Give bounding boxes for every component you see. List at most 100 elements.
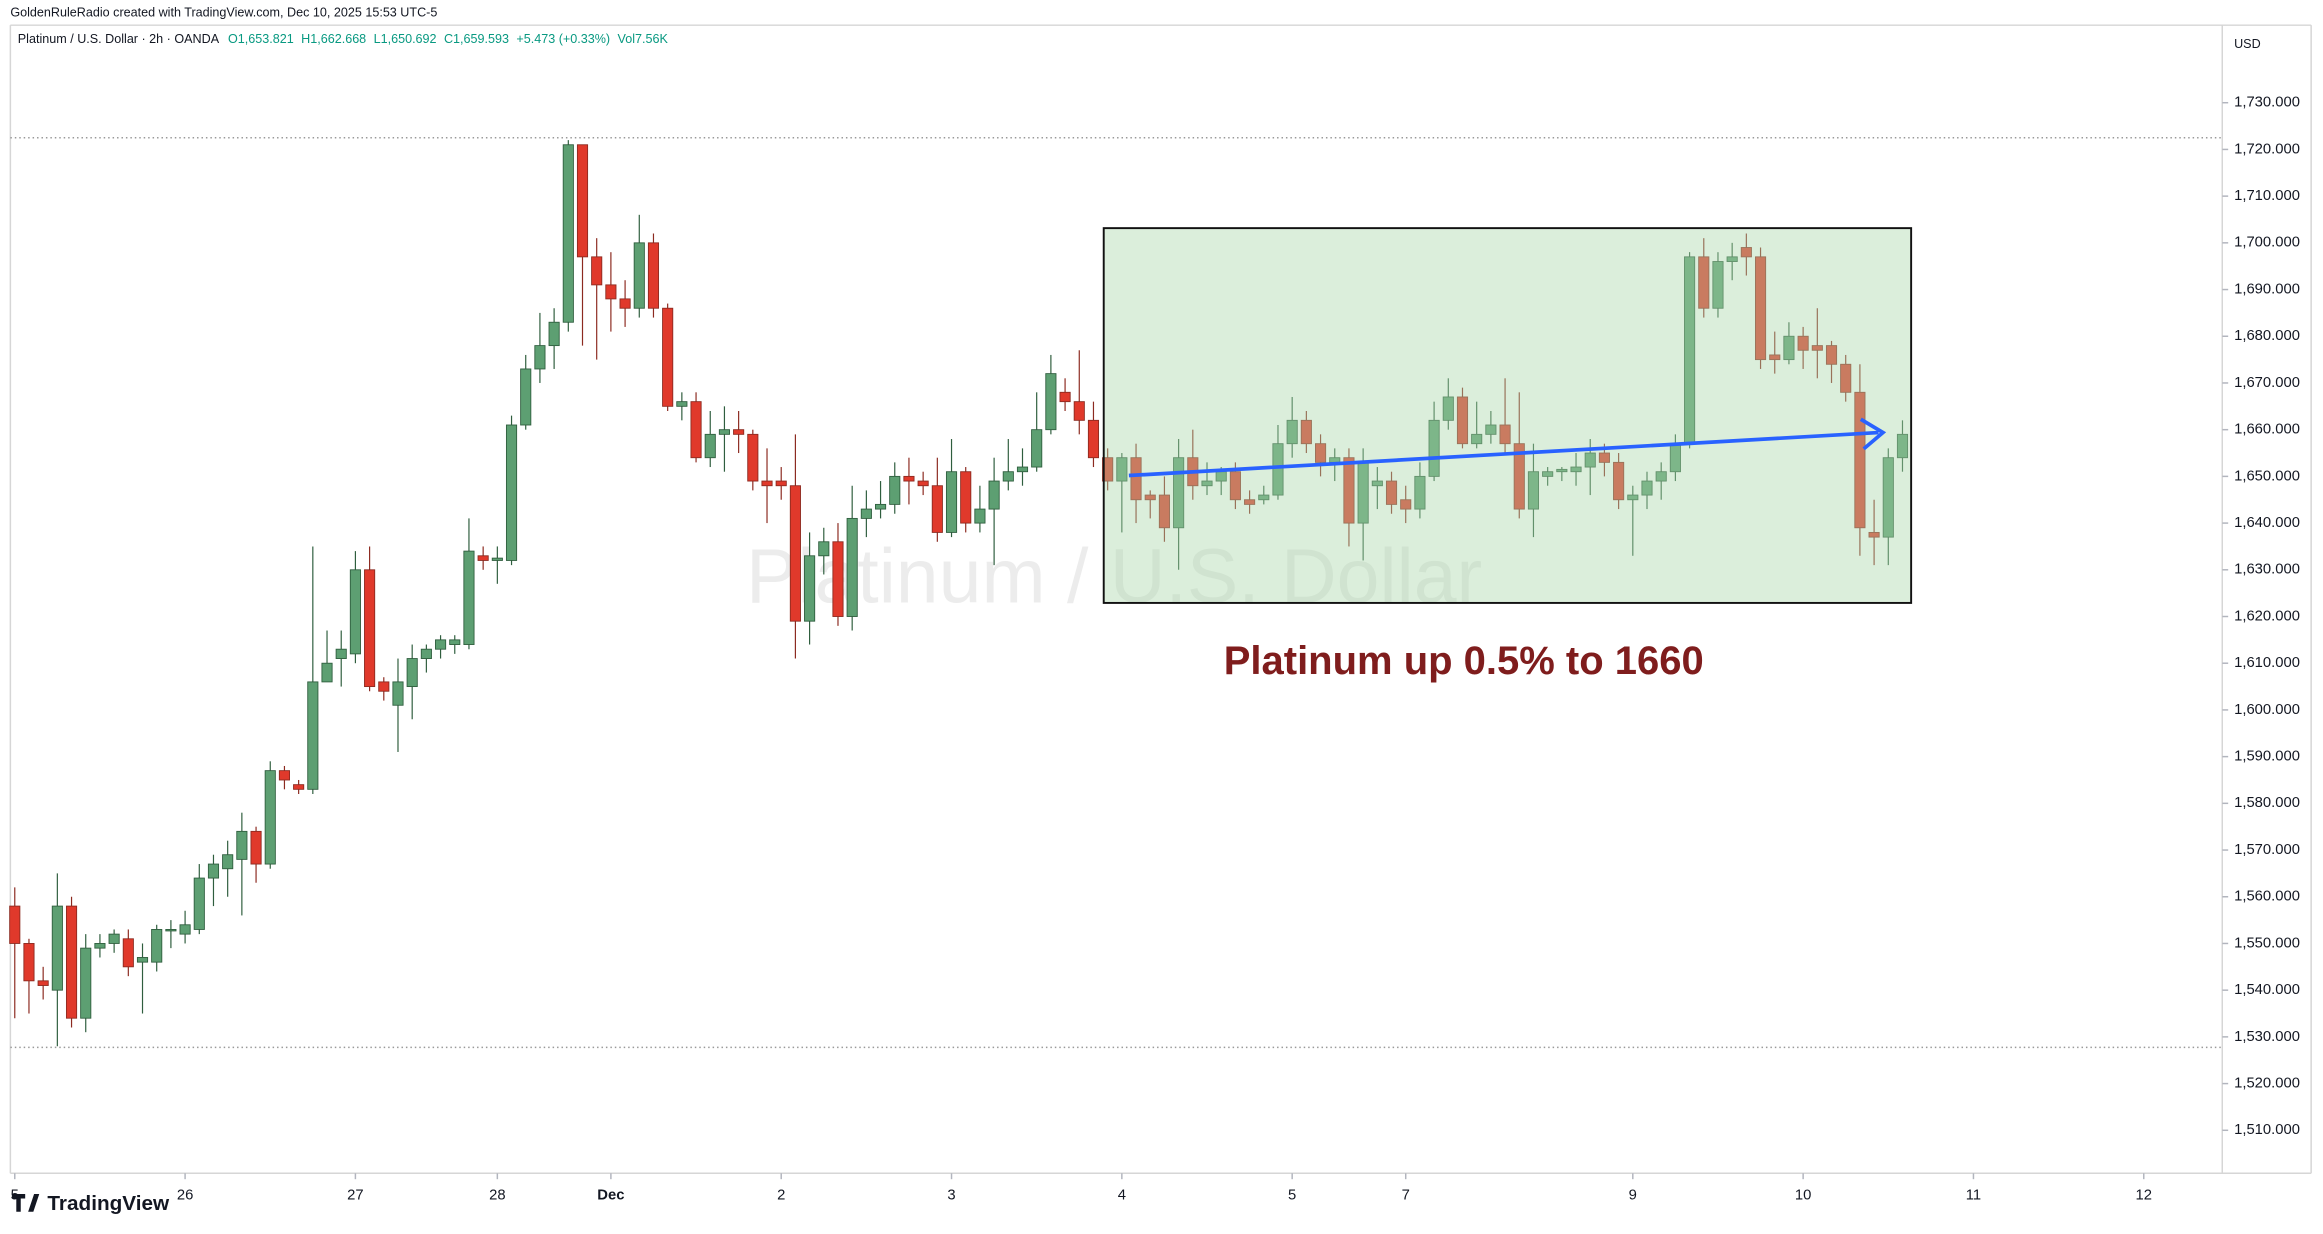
candle-body bbox=[1130, 457, 1142, 501]
range-box bbox=[1102, 227, 1913, 604]
candle-body bbox=[718, 429, 730, 435]
candle-body bbox=[1655, 471, 1667, 482]
candle-body bbox=[1428, 419, 1440, 477]
y-tick-label: 1,510.000 bbox=[2234, 1122, 2300, 1138]
candle-body bbox=[108, 933, 120, 944]
x-tick-label: 2 bbox=[777, 1187, 785, 1203]
symbol: Platinum / U.S. Dollar · 2h · OANDA bbox=[18, 32, 220, 46]
x-tick-label: 9 bbox=[1629, 1187, 1637, 1203]
trend-arrow bbox=[1128, 430, 1879, 478]
y-tick-label: 1,700.000 bbox=[2234, 235, 2300, 251]
y-tick-label: 1,730.000 bbox=[2234, 95, 2300, 111]
candle-body bbox=[1201, 480, 1213, 487]
candle-body bbox=[1542, 471, 1554, 477]
candle-body bbox=[179, 924, 191, 935]
candle-body bbox=[222, 854, 234, 870]
legend: Platinum / U.S. Dollar · 2h · OANDA O1,65… bbox=[18, 32, 669, 46]
candle-body bbox=[207, 863, 220, 879]
candle-body bbox=[1811, 345, 1823, 351]
candle-body bbox=[264, 770, 276, 865]
candle-body bbox=[733, 429, 745, 435]
y-tick-label: 1,710.000 bbox=[2234, 188, 2300, 204]
candle-body bbox=[860, 508, 872, 519]
candle-body bbox=[80, 947, 92, 1019]
candle-body bbox=[420, 648, 432, 659]
candle-body bbox=[1158, 494, 1170, 529]
candle-body bbox=[676, 401, 688, 407]
y-tick-label: 1,580.000 bbox=[2234, 795, 2300, 811]
candle-body bbox=[562, 144, 574, 323]
y-tick-label: 1,680.000 bbox=[2234, 328, 2300, 344]
candle-body bbox=[165, 929, 177, 932]
candle-body bbox=[1371, 480, 1383, 487]
candle-body bbox=[1754, 256, 1767, 361]
candle-body bbox=[846, 517, 858, 617]
candle-body bbox=[236, 830, 248, 860]
candle-body bbox=[193, 877, 205, 930]
x-tick-label: 12 bbox=[2136, 1187, 2152, 1203]
candle-body bbox=[1300, 419, 1312, 445]
candle-body bbox=[917, 480, 929, 487]
candle-body bbox=[1002, 471, 1014, 482]
candle-body bbox=[804, 555, 816, 622]
candle-body bbox=[662, 307, 674, 407]
candle-body bbox=[591, 256, 603, 286]
candle-body bbox=[1244, 499, 1256, 505]
x-tick-label: 4 bbox=[1118, 1187, 1126, 1203]
candle-body bbox=[1868, 531, 1880, 538]
x-tick-label: 27 bbox=[347, 1187, 363, 1203]
candle-body bbox=[463, 550, 475, 645]
y-tick-label: 1,530.000 bbox=[2234, 1029, 2300, 1045]
candle-body bbox=[1456, 396, 1469, 445]
candle-body bbox=[1286, 419, 1298, 445]
candle-body bbox=[775, 480, 787, 487]
candle-body bbox=[1016, 466, 1029, 473]
y-tick-label: 1,570.000 bbox=[2234, 842, 2300, 858]
candle-body bbox=[278, 770, 290, 781]
candle-body bbox=[1442, 396, 1454, 421]
x-tick-label: 10 bbox=[1795, 1187, 1811, 1203]
candle-body bbox=[1896, 433, 1909, 459]
candle-body bbox=[832, 541, 844, 617]
candle-body bbox=[1769, 354, 1781, 361]
candle-body bbox=[449, 639, 461, 645]
axes: 1,510.000 1,520.000 1,530.000 1,540.000 1,55… bbox=[11, 95, 2300, 1204]
y-tick-label: 1,690.000 bbox=[2234, 281, 2300, 297]
candle-body bbox=[1641, 480, 1653, 496]
candle-body bbox=[1513, 443, 1525, 510]
candle-body bbox=[250, 830, 262, 865]
candle-body bbox=[960, 471, 972, 524]
candle-body bbox=[945, 471, 958, 533]
candle-body bbox=[1598, 452, 1610, 463]
y-tick-label: 1,520.000 bbox=[2234, 1075, 2300, 1091]
x-tick-label: 26 bbox=[177, 1187, 193, 1203]
candle-body bbox=[1712, 261, 1724, 309]
y-tick-label: 1,600.000 bbox=[2234, 702, 2300, 718]
candle-body bbox=[1414, 475, 1426, 510]
candle-body bbox=[1315, 443, 1327, 463]
x-tick-label: Dec bbox=[597, 1187, 624, 1203]
candle-body bbox=[1173, 457, 1185, 529]
legend-value: Vol7.56K bbox=[618, 32, 669, 46]
candle-body bbox=[1882, 457, 1894, 538]
legend-value: O1,653.821 bbox=[228, 32, 294, 46]
logo-mark bbox=[11, 1194, 40, 1212]
annotation: Platinum up 0.5% to 1660 bbox=[1224, 639, 1704, 683]
candle-body bbox=[704, 433, 716, 459]
annotations: Platinum up 0.5% to 1660 bbox=[1102, 227, 1913, 683]
x-tick-label: 7 bbox=[1402, 1187, 1410, 1203]
candles bbox=[9, 140, 1909, 1047]
candle-body bbox=[435, 639, 447, 650]
candle-body bbox=[1527, 471, 1540, 510]
logo: TradingView bbox=[11, 1192, 170, 1215]
candle-body bbox=[477, 555, 489, 561]
y-tick-label: 1,640.000 bbox=[2234, 515, 2300, 531]
candle-body bbox=[520, 368, 532, 426]
candle-body bbox=[1087, 419, 1100, 459]
candle-body bbox=[37, 980, 49, 986]
candle-body bbox=[1825, 345, 1838, 365]
y-tick-label: 1,670.000 bbox=[2234, 375, 2300, 391]
candle-body bbox=[889, 475, 901, 505]
